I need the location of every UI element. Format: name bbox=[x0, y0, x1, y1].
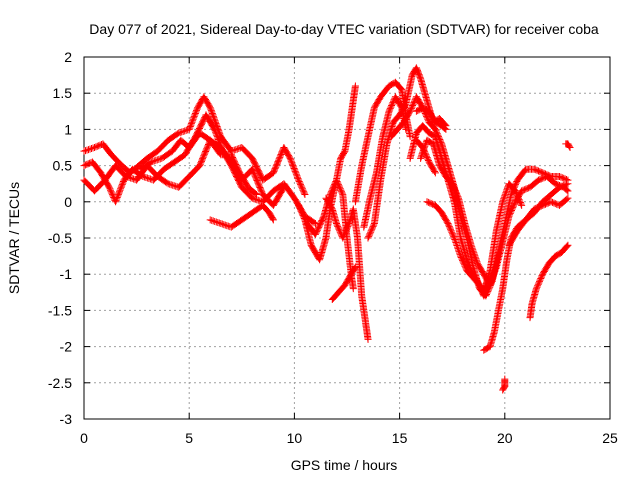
data-marker bbox=[328, 263, 359, 303]
series-track-23 bbox=[562, 140, 574, 151]
y-tick-label: -2.5 bbox=[48, 375, 72, 391]
data-marker bbox=[423, 198, 492, 300]
data-marker bbox=[412, 104, 450, 133]
y-tick-label: 1.5 bbox=[53, 85, 73, 101]
x-tick-label: 20 bbox=[497, 430, 513, 446]
series-track-16 bbox=[412, 136, 439, 177]
y-tick-label: 0 bbox=[64, 194, 72, 210]
y-tick-label: -1.5 bbox=[48, 302, 72, 318]
series-track-20 bbox=[499, 375, 509, 394]
x-tick-label: 10 bbox=[287, 430, 303, 446]
x-tick-label: 15 bbox=[392, 430, 408, 446]
x-tick-label: 5 bbox=[185, 430, 193, 446]
data-marker bbox=[137, 129, 261, 199]
x-tick-label: 0 bbox=[80, 430, 88, 446]
series-track-4 bbox=[137, 129, 261, 199]
data-marker bbox=[322, 194, 372, 343]
data-marker bbox=[562, 140, 574, 151]
data-marker bbox=[206, 201, 277, 231]
data-marker bbox=[526, 241, 572, 322]
series-track-9 bbox=[328, 263, 359, 303]
y-tick-label: -1 bbox=[60, 266, 73, 282]
x-axis-title: GPS time / hours bbox=[291, 457, 398, 473]
y-tick-label: 0.5 bbox=[53, 158, 73, 174]
data-points bbox=[80, 64, 574, 394]
data-marker bbox=[412, 136, 439, 177]
series-track-8 bbox=[322, 194, 372, 343]
series-track-17 bbox=[412, 104, 450, 133]
data-marker bbox=[499, 375, 509, 394]
chart-title: Day 077 of 2021, Sidereal Day-to-day VTE… bbox=[89, 21, 599, 37]
y-tick-label: 1 bbox=[64, 121, 72, 137]
series-track-5 bbox=[206, 201, 277, 231]
y-tick-label: -2 bbox=[60, 339, 73, 355]
series-track-18 bbox=[423, 198, 492, 300]
y-tick-label: -3 bbox=[60, 411, 73, 427]
data-marker bbox=[80, 93, 309, 199]
series-track-21 bbox=[526, 241, 572, 322]
axis-ticks: 0 5 10 15 20 25 -3 -2.5 -2 -1.5 -1 -0.5 0 0.5 1 1.5 2 bbox=[48, 49, 618, 446]
y-tick-label: 2 bbox=[64, 49, 72, 65]
series-track-22 bbox=[505, 194, 572, 249]
data-marker bbox=[417, 136, 572, 289]
y-axis-title: SDTVAR / TECUs bbox=[6, 182, 22, 294]
x-tick-label: 25 bbox=[602, 430, 618, 446]
y-tick-label: -0.5 bbox=[48, 230, 72, 246]
data-marker bbox=[505, 194, 572, 249]
series-track-15 bbox=[417, 136, 572, 289]
series-track-1 bbox=[80, 93, 309, 199]
